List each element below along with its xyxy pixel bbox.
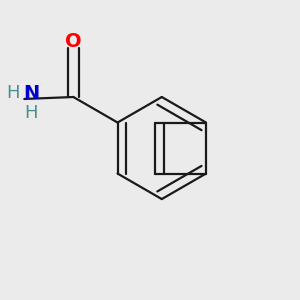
Text: O: O [65,32,82,51]
Text: H: H [24,104,38,122]
Text: H: H [6,84,19,102]
Text: N: N [23,84,39,103]
